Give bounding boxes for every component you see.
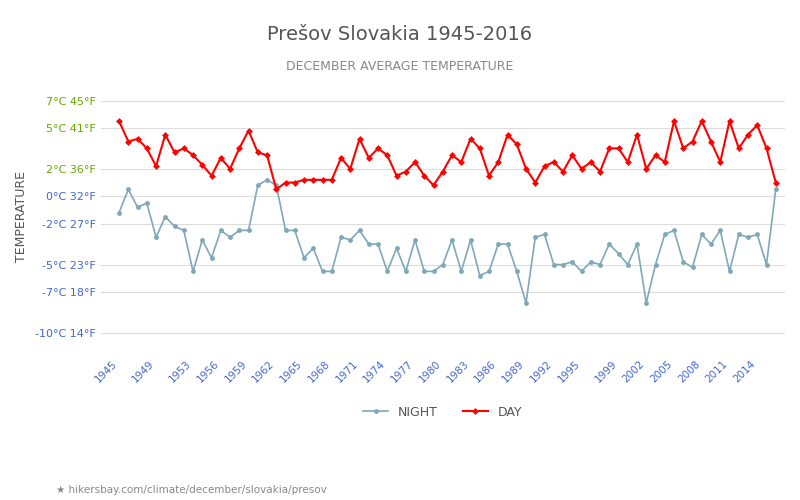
NIGHT [114,210,124,216]
DAY [567,152,577,158]
NIGHT [734,232,743,237]
NIGHT [346,237,355,243]
DAY [281,180,290,186]
DAY [346,166,355,172]
DAY [494,159,503,165]
Legend: NIGHT, DAY: NIGHT, DAY [358,401,527,424]
Y-axis label: TEMPERATURE: TEMPERATURE [15,171,28,262]
Line: DAY: DAY [117,118,778,192]
NIGHT [771,186,781,192]
DAY [206,172,216,178]
Text: ★ hikersbay.com/climate/december/slovakia/presov: ★ hikersbay.com/climate/december/slovaki… [56,485,326,495]
NIGHT [577,268,586,274]
Line: NIGHT: NIGHT [117,178,778,306]
Text: Prešov Slovakia 1945-2016: Prešov Slovakia 1945-2016 [267,25,533,44]
NIGHT [262,177,272,183]
DAY [271,186,281,192]
DAY [114,118,124,124]
NIGHT [206,254,216,260]
NIGHT [522,300,531,306]
DAY [771,180,781,186]
DAY [540,163,550,169]
NIGHT [549,262,558,268]
Text: DECEMBER AVERAGE TEMPERATURE: DECEMBER AVERAGE TEMPERATURE [286,60,514,73]
NIGHT [494,241,503,247]
